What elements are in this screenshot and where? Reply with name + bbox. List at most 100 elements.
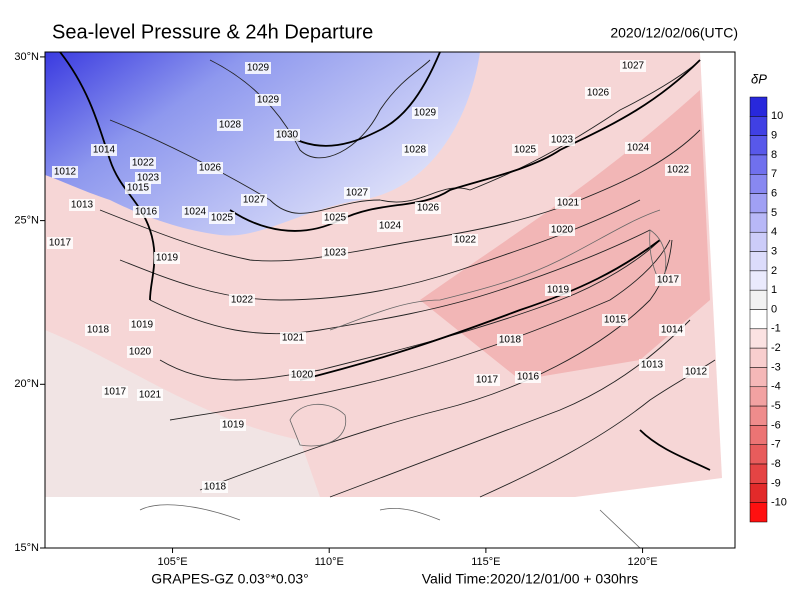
colorbar-box [749, 328, 768, 349]
colorbar-box [749, 367, 768, 388]
contour-label: 1028 [219, 120, 242, 131]
colorbar-label: 10 [771, 110, 783, 122]
colorbar-label: -10 [771, 497, 787, 509]
contour-label: 1019 [131, 320, 154, 331]
contour-label: 1012 [685, 367, 708, 378]
neutral-area [45, 330, 320, 497]
colorbar-label: -7 [771, 439, 781, 451]
contour-label-bg [133, 206, 159, 218]
contour-label: 1023 [551, 135, 574, 146]
colorbar-title: δP [751, 71, 767, 86]
contour-label-bg [322, 247, 348, 259]
contour-label-bg [202, 481, 228, 493]
contour-label-bg [512, 144, 538, 156]
colorbar-box [749, 251, 768, 272]
contour-label-bg [620, 60, 646, 72]
contour-label-bg [555, 197, 581, 209]
map-field: 1029 1029 1028 1030 1029 1028 1026 1027 1025 1023… [45, 52, 735, 548]
contour-label-bg [545, 284, 571, 296]
colorbar-label: 9 [771, 130, 777, 142]
model-label: GRAPES-GZ 0.03°*0.03° [151, 571, 309, 587]
contour-label-bg [659, 324, 685, 336]
contour-label-bg [241, 194, 267, 206]
contour-label-bg [322, 212, 348, 224]
contour-label-bg [52, 166, 78, 178]
contour-label-bg [515, 371, 541, 383]
contour-label: 1026 [587, 88, 610, 99]
contour-label: 1021 [282, 333, 305, 344]
contour-label: 1017 [104, 387, 127, 398]
colorbar-box [749, 135, 768, 156]
contour-label: 1030 [276, 130, 299, 141]
contour-label-bg [130, 157, 156, 169]
contour-label: 1022 [454, 235, 477, 246]
lat-tick-label: 20°N [14, 378, 39, 390]
colorbar-box [749, 444, 768, 465]
contour-label: 1024 [184, 207, 207, 218]
contour-label: 1018 [204, 482, 227, 493]
colorbar-label: 1 [771, 284, 777, 296]
contour-label-bg [344, 187, 370, 199]
contour-label: 1021 [557, 198, 580, 209]
contour-label-bg [280, 332, 306, 344]
contour-label-bg [217, 119, 243, 131]
colorbar-box [749, 231, 768, 252]
contour-label: 1021 [139, 390, 162, 401]
colorbar-box [749, 289, 768, 310]
colorbar-box [749, 425, 768, 445]
contour-label: 1020 [291, 370, 314, 381]
lon-tick-label: 120°E [628, 556, 658, 568]
contour-label-bg [549, 224, 575, 236]
colorbar-label: -6 [771, 419, 781, 431]
lat-tick-label: 25°N [14, 215, 39, 227]
contour-label-bg [585, 87, 611, 99]
colorbar-box [749, 116, 768, 136]
map-ticks: 105°E 110°E 115°E 120°E 15°N 20°N 25°N 30°N [14, 51, 657, 568]
contour-label-bg [289, 369, 315, 381]
contour-label: 1017 [476, 375, 499, 386]
colorbar-box [749, 270, 768, 291]
colorbar-label: 0 [771, 303, 777, 315]
contour-label-bg [125, 182, 151, 194]
cold-anomaly [45, 52, 480, 236]
valid-time: Valid Time:2020/12/01/00 + 030hrs [422, 571, 639, 587]
contour-label-bg [274, 129, 300, 141]
colorbar-box [749, 463, 768, 484]
contour-labels: 1029 1029 1028 1030 1029 1028 1026 1027 1025 1023… [47, 60, 709, 493]
contour-label-bg [415, 202, 441, 214]
contour-label: 1024 [379, 221, 402, 232]
contour-label: 1018 [87, 325, 110, 336]
contour-label-bg [91, 144, 117, 156]
contour-label-bg [452, 234, 478, 246]
map-frame [44, 51, 736, 549]
contour-label: 1013 [641, 360, 664, 371]
datetime: 2020/12/02/06(UTC) [610, 25, 738, 41]
contour-label-bg [602, 314, 628, 326]
colorbar-label: -1 [771, 323, 781, 335]
contour-label: 1027 [243, 195, 266, 206]
contour-label: 1014 [661, 325, 684, 336]
colorbar-label: 3 [771, 245, 777, 257]
contour-label: 1023 [137, 173, 160, 184]
contour-label-bg [474, 374, 500, 386]
colorbar-label: -3 [771, 361, 781, 373]
contour-label: 1016 [517, 372, 540, 383]
contour-label: 1029 [257, 95, 280, 106]
contour-label-bg [129, 319, 155, 331]
contour-label-bg [665, 164, 691, 176]
colorbar-box [749, 212, 768, 233]
contour-label-bg [127, 346, 153, 358]
contour-label-bg [85, 324, 111, 336]
lat-tick-label: 15°N [14, 542, 39, 554]
colorbar-label: -9 [771, 477, 781, 489]
contour-label-bg [47, 237, 73, 249]
colorbar-label: -8 [771, 458, 781, 470]
contour-label: 1026 [199, 163, 222, 174]
contour-label: 1019 [547, 285, 570, 296]
colorbar-label: -2 [771, 342, 781, 354]
contour-label-bg [102, 386, 128, 398]
contour-label: 1024 [627, 143, 650, 154]
contour-label: 1014 [93, 145, 116, 156]
contour-label: 1025 [514, 145, 537, 156]
